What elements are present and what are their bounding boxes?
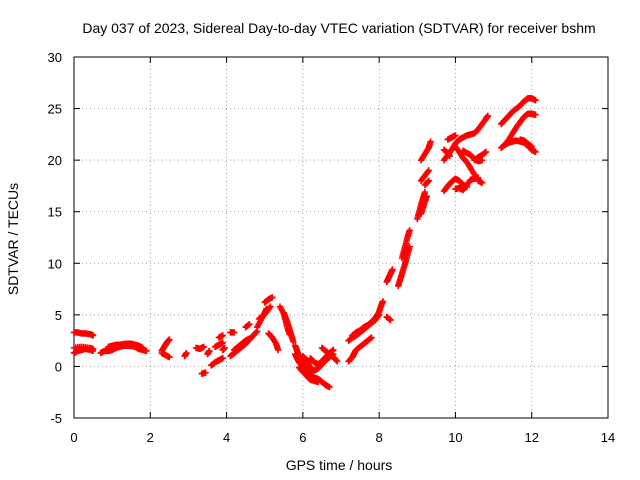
data-point: [389, 266, 396, 273]
y-tick-label: 20: [48, 153, 62, 168]
data-point: [206, 347, 213, 355]
data-point: [333, 357, 340, 364]
data-point: [89, 345, 97, 353]
data-point: [532, 97, 539, 104]
data-point: [246, 320, 253, 328]
data-point: [200, 343, 207, 351]
data-point: [330, 346, 337, 354]
y-tick-label: 30: [48, 50, 62, 65]
x-axis-label: GPS time / hours: [286, 457, 393, 473]
y-tick-label: -5: [50, 411, 62, 426]
data-point: [482, 148, 490, 156]
data-point: [266, 304, 273, 312]
data-point: [231, 329, 238, 336]
data-point: [219, 339, 226, 346]
data-point: [267, 303, 274, 310]
data-point: [252, 329, 260, 336]
data-points: [70, 95, 539, 391]
data-point: [326, 383, 333, 391]
x-tick-label: 10: [448, 430, 462, 445]
x-tick-label: 12: [524, 430, 538, 445]
data-point: [139, 344, 146, 352]
data-point: [484, 112, 492, 119]
data-point: [528, 143, 535, 150]
data-point: [368, 334, 375, 341]
data-point: [532, 148, 539, 156]
data-point: [219, 332, 226, 339]
data-point: [219, 354, 226, 362]
x-tick-label: 6: [299, 430, 306, 445]
data-point: [532, 111, 539, 118]
data-point: [421, 188, 429, 196]
data-point: [425, 177, 432, 184]
data-point: [424, 168, 431, 175]
data-point: [406, 227, 413, 234]
x-tick-label: 8: [376, 430, 383, 445]
data-point: [183, 349, 190, 357]
x-tick-label: 0: [70, 430, 77, 445]
data-point: [166, 353, 173, 361]
data-point: [290, 338, 297, 345]
y-tick-label: 0: [55, 359, 62, 374]
data-point: [452, 132, 459, 139]
data-point: [423, 193, 431, 200]
plot-frame: [73, 56, 609, 419]
data-point: [424, 178, 431, 186]
data-point: [478, 179, 486, 187]
data-point: [221, 344, 228, 352]
y-axis-ticks: -5 0 5 10 15 20 25 30: [48, 50, 608, 426]
data-point: [246, 335, 253, 342]
data-point: [314, 378, 322, 386]
data-point: [425, 167, 432, 174]
data-point: [269, 294, 276, 301]
y-tick-label: 5: [55, 308, 62, 323]
x-tick-label: 4: [223, 430, 230, 445]
x-tick-label: 14: [601, 430, 615, 445]
data-point: [379, 298, 387, 305]
data-point: [89, 332, 97, 339]
data-point: [427, 138, 434, 145]
x-axis-ticks: 0 2 4 6 8 10 12 14: [70, 57, 615, 445]
chart-title: Day 037 of 2023, Sidereal Day-to-day VTE…: [82, 20, 595, 36]
y-axis-label: SDTVAR / TECUs: [5, 183, 21, 295]
y-tick-label: 25: [48, 102, 62, 117]
y-tick-label: 15: [48, 205, 62, 220]
data-point: [166, 336, 173, 343]
data-point: [143, 347, 150, 355]
data-point: [202, 369, 209, 376]
data-point: [274, 346, 282, 354]
data-point: [387, 316, 394, 324]
data-point: [333, 358, 341, 365]
y-tick-label: 10: [48, 256, 62, 271]
x-tick-label: 2: [147, 430, 154, 445]
